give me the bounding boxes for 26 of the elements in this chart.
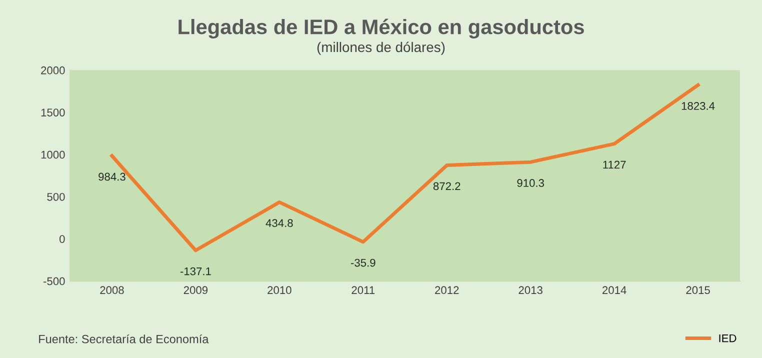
x-tick-label: 2014 [602,286,626,294]
data-label: 910.3 [517,179,544,187]
x-tick-label: 2008 [100,286,124,294]
x-tick-label: 2015 [686,286,710,294]
x-tick-label: 2011 [352,286,375,294]
x-tick-label: 2009 [184,286,208,294]
x-tick-label: 2012 [435,286,459,294]
y-tick-label: 1000 [41,150,65,159]
data-label: 1823.4 [682,102,715,110]
y-tick-label: 500 [47,192,65,201]
data-label: 984.3 [98,172,126,181]
y-tick-label: -500 [44,277,65,286]
data-label: 1127 [603,160,626,169]
y-tick-label: 2000 [41,66,65,74]
data-label: -137.1 [180,267,211,276]
x-tick-label: 2010 [268,286,292,294]
y-tick-label: 0 [60,235,65,243]
legend-label: IED [719,334,736,342]
chart-subtitle: (millones de dólares) [317,42,445,55]
data-label: 434.8 [266,219,293,228]
source-note: Fuente: Secretaría de Economía [39,334,209,344]
data-label: -35.9 [350,258,376,267]
x-tick-label: 2013 [518,286,542,294]
data-label: 872.2 [433,182,460,190]
chart-title: Llegadas de IED a México en gasoductos [178,18,584,38]
y-tick-label: 1500 [41,108,65,116]
